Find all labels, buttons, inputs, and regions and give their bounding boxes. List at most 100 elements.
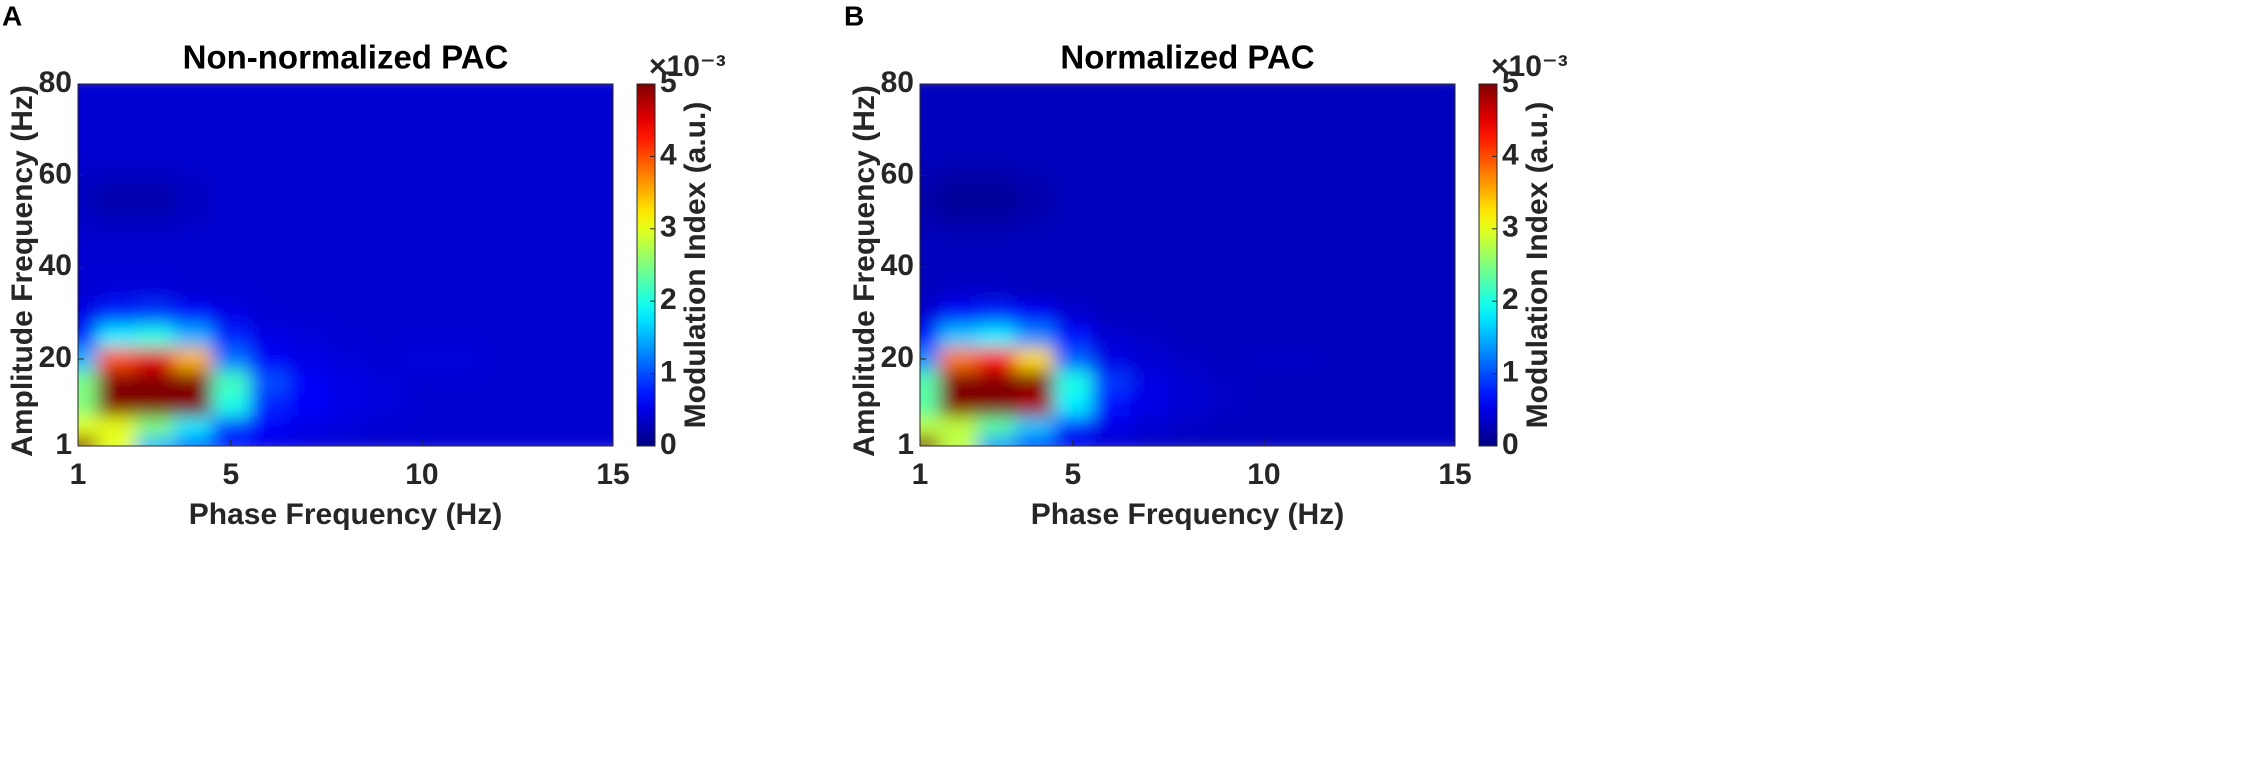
heatmap-cell (977, 232, 1017, 257)
panel-label: B (844, 0, 864, 31)
heatmap-cell (1283, 95, 1322, 119)
x-tick-label: 10 (1247, 458, 1280, 491)
heatmap-cell (920, 95, 940, 119)
heatmap-cell (939, 436, 978, 446)
heatmap-cell (1130, 436, 1169, 446)
heatmap-cell (1321, 84, 1360, 96)
heatmap-cell (288, 210, 327, 234)
heatmap-cell (1321, 324, 1360, 348)
heatmap-cell (1168, 393, 1208, 417)
colorbar-title: Modulation Index (a.u.) (1521, 102, 1554, 429)
heatmap-cell (211, 347, 251, 371)
y-axis-title: Amplitude Frequency (Hz) (6, 85, 39, 457)
colorbar-tick-label: 0 (660, 428, 677, 461)
heatmap-cell (1091, 118, 1131, 142)
heatmap-cell (78, 84, 98, 96)
heatmap-cell (402, 187, 442, 211)
heatmap-cell (135, 324, 175, 348)
heatmap-cell (1015, 187, 1055, 211)
heatmap-cell (1091, 393, 1131, 417)
heatmap-cell (593, 324, 613, 348)
x-tick-label: 15 (1438, 458, 1471, 491)
heatmap-cell (517, 301, 557, 326)
heatmap-cell (479, 255, 518, 280)
heatmap-cell (1321, 187, 1360, 211)
heatmap-cell (1435, 324, 1455, 348)
heatmap-cell (1168, 278, 1208, 303)
heatmap-cell (920, 210, 940, 234)
heatmap-cell (173, 301, 213, 326)
heatmap-cell (78, 347, 98, 371)
colorbar (1478, 83, 1498, 447)
heatmap-cell (1359, 416, 1399, 438)
heatmap-cell (1206, 84, 1246, 96)
heatmap-cell (364, 187, 404, 211)
heatmap-cell (1359, 278, 1399, 303)
heatmap-cell (135, 210, 175, 234)
heatmap-cell (479, 393, 518, 417)
heatmap-cell (1397, 370, 1437, 394)
heatmap-cell (1321, 141, 1360, 165)
heatmap-cell (78, 278, 98, 303)
heatmap-cell (288, 84, 327, 96)
heatmap-cell (364, 164, 404, 188)
heatmap-cells (920, 84, 1455, 446)
heatmap-cell (326, 370, 366, 394)
heatmap-cell (135, 416, 175, 438)
heatmap-cell (249, 255, 289, 280)
y-tick-label: 60 (881, 158, 914, 191)
heatmap-cell (1168, 255, 1208, 280)
heatmap-cell (1015, 141, 1055, 165)
heatmap-cell (1206, 278, 1246, 303)
heatmap-cell (1397, 141, 1437, 165)
heatmap-cell (1359, 187, 1399, 211)
heatmap-cell (939, 324, 978, 348)
heatmap-cell (364, 255, 404, 280)
heatmap-cell (1168, 187, 1208, 211)
heatmap-cell (1359, 301, 1399, 326)
heatmap-cell (920, 347, 940, 371)
heatmap-cell (402, 141, 442, 165)
heatmap-cell (1435, 416, 1455, 438)
heatmap-cell (402, 232, 442, 257)
heatmap-cell (1130, 84, 1169, 96)
heatmap-cell (1359, 118, 1399, 142)
heatmap-cell (1206, 301, 1246, 326)
heatmap-cell (326, 232, 366, 257)
heatmap-cell (173, 278, 213, 303)
heatmap-cell (97, 164, 136, 188)
heatmap-cell (78, 416, 98, 438)
heatmap-cell (288, 370, 327, 394)
heatmap-cell (517, 436, 557, 446)
heatmap-cell (1359, 95, 1399, 119)
heatmap-cell (1168, 370, 1208, 394)
x-tick-label: 5 (1065, 458, 1082, 491)
heatmap-cell (211, 164, 251, 188)
heatmap-cell (249, 95, 289, 119)
heatmap-cell (288, 164, 327, 188)
heatmap-cell (939, 416, 978, 438)
heatmap-cell (135, 301, 175, 326)
heatmap-cell (939, 278, 978, 303)
heatmap-cell (1397, 164, 1437, 188)
heatmap-cell (402, 255, 442, 280)
heatmap-cell (288, 324, 327, 348)
heatmap-cell (1244, 141, 1284, 165)
heatmap-cell (249, 187, 289, 211)
heatmap-cell (1091, 164, 1131, 188)
heatmap-cell (441, 347, 480, 371)
heatmap-cell (1168, 347, 1208, 371)
heatmap-cell (441, 255, 480, 280)
heatmap-cell (364, 232, 404, 257)
heatmap-cell (977, 255, 1017, 280)
heatmap-cell (173, 393, 213, 417)
x-axis-title: Phase Frequency (Hz) (189, 498, 502, 531)
x-tick-label: 1 (912, 458, 929, 491)
heatmap-cell (135, 436, 175, 446)
heatmap-cell (441, 393, 480, 417)
heatmap-cell (78, 301, 98, 326)
heatmap-cell (211, 210, 251, 234)
heatmap-cell (326, 164, 366, 188)
heatmap-cell (939, 118, 978, 142)
